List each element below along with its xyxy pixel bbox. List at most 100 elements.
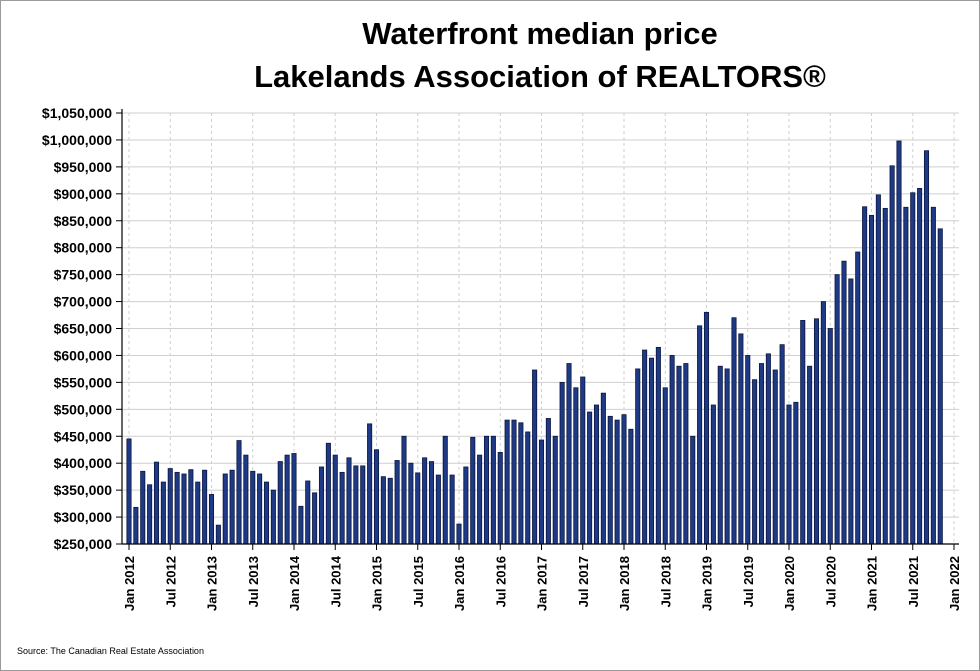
bar [305, 480, 311, 545]
bar [408, 462, 414, 545]
bar [848, 278, 854, 545]
y-tick-label: $450,000 [54, 428, 113, 444]
bar [607, 415, 613, 545]
x-tick-label: Jul 2020 [823, 556, 838, 607]
bar [257, 473, 263, 545]
chart-title: Waterfront median price [362, 16, 718, 51]
bar [710, 404, 716, 545]
bar [827, 328, 833, 545]
bar [181, 473, 187, 545]
y-tick-label: $750,000 [54, 267, 113, 283]
y-tick-label: $350,000 [54, 482, 113, 498]
bar [868, 214, 875, 545]
bar [573, 387, 579, 545]
bar [387, 477, 393, 545]
bar [449, 474, 455, 545]
bar [889, 165, 895, 545]
bar [855, 251, 861, 545]
y-tick-label: $700,000 [54, 294, 113, 310]
bar [703, 311, 710, 545]
bar [779, 344, 785, 545]
bar [545, 418, 551, 545]
bar [511, 419, 517, 545]
bar [208, 494, 215, 545]
bar [875, 194, 881, 545]
bar [470, 436, 476, 545]
bar [222, 473, 228, 545]
bar [263, 481, 270, 545]
y-tick-label: $600,000 [54, 347, 113, 363]
x-tick-label: Jan 2022 [947, 556, 962, 611]
bar [917, 188, 923, 545]
bar [538, 439, 545, 545]
bar [394, 460, 400, 545]
bar [525, 431, 531, 545]
chart-subtitle: Lakelands Association of REALTORS® [254, 59, 826, 94]
bar [298, 505, 304, 545]
bar [236, 440, 242, 545]
bar [600, 392, 606, 545]
bar [731, 317, 737, 545]
bar [566, 363, 572, 545]
bar [532, 369, 538, 545]
bar [483, 435, 490, 545]
bar [786, 404, 792, 545]
bar [882, 207, 888, 545]
bar [380, 476, 386, 545]
bar [284, 454, 290, 545]
bar [332, 454, 338, 545]
bar [270, 489, 276, 545]
bar [910, 192, 916, 545]
bar [662, 387, 668, 545]
bar [291, 453, 297, 545]
x-tick-label: Jul 2018 [658, 556, 673, 607]
bar [800, 320, 806, 545]
bar [153, 461, 160, 545]
bar [724, 368, 730, 545]
bar [147, 484, 153, 545]
y-tick-label: $850,000 [54, 213, 113, 229]
bar [635, 368, 641, 545]
bar [497, 452, 503, 545]
bar [126, 438, 132, 545]
source-note: Source: The Canadian Real Estate Associa… [17, 646, 204, 656]
bar [160, 481, 166, 545]
x-tick-label: Jan 2018 [617, 556, 632, 611]
bar [435, 474, 441, 545]
x-tick-label: Jul 2017 [576, 556, 591, 607]
x-tick-label: Jan 2016 [452, 556, 467, 611]
bar [738, 333, 744, 545]
bar [559, 381, 565, 545]
bar [793, 401, 799, 545]
bar [923, 150, 930, 545]
y-tick-label: $400,000 [54, 455, 113, 471]
x-tick-label: Jul 2014 [328, 555, 343, 607]
y-tick-label: $550,000 [54, 374, 113, 390]
x-tick-label: Jan 2013 [205, 556, 220, 611]
bar [752, 379, 758, 545]
y-tick-label: $650,000 [54, 321, 113, 337]
bar [401, 435, 407, 545]
bar [195, 481, 201, 545]
x-tick-label: Jan 2017 [535, 556, 550, 611]
bar [312, 492, 318, 545]
x-tick-label: Jan 2019 [700, 556, 715, 611]
bar [422, 457, 428, 545]
bar [277, 461, 283, 545]
bar [580, 376, 586, 545]
bar [862, 206, 868, 545]
x-tick-label: Jul 2021 [906, 556, 921, 607]
bar [188, 469, 194, 545]
bar [772, 369, 778, 545]
bar [215, 524, 221, 545]
bar [642, 349, 648, 545]
bar [318, 466, 325, 545]
bar [903, 206, 909, 545]
bar [360, 465, 366, 545]
bar [614, 419, 620, 545]
bar [593, 404, 600, 545]
bar [628, 428, 634, 545]
bar [648, 357, 655, 545]
bar [428, 461, 435, 545]
bar [202, 469, 208, 545]
